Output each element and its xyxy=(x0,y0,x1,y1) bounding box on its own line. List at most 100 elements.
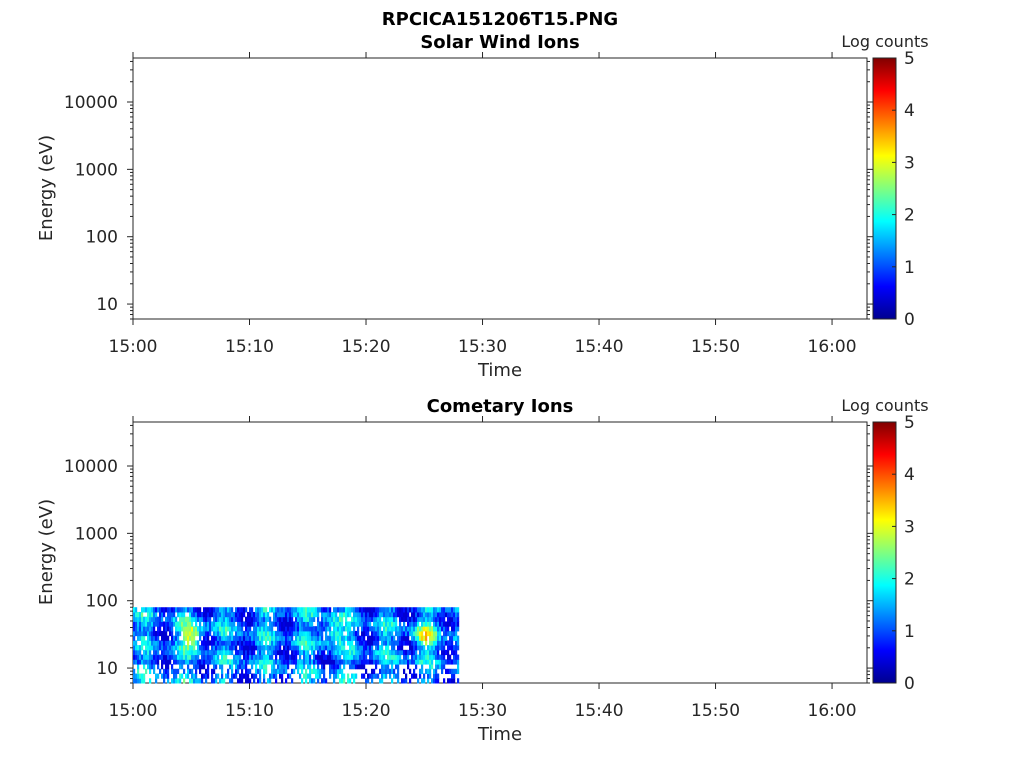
spectrogram-cell xyxy=(423,616,426,622)
spectrogram-cell xyxy=(453,678,456,684)
spectrogram-cell xyxy=(297,626,300,632)
spectrogram-cell xyxy=(229,616,232,622)
spectrogram-cell xyxy=(143,607,146,613)
spectrogram-cell xyxy=(367,640,370,646)
colorbar-tick-label: 0 xyxy=(904,674,915,694)
spectrogram-cell xyxy=(249,635,252,641)
spectrogram-cell xyxy=(331,649,334,656)
spectrogram-cell xyxy=(293,659,296,665)
spectrogram-cell xyxy=(237,654,240,660)
spectrogram-cell xyxy=(435,635,438,641)
spectrogram-cell xyxy=(145,607,148,613)
spectrogram-cell xyxy=(165,621,168,627)
spectrogram-cell xyxy=(425,621,428,627)
spectrogram-cell xyxy=(281,630,284,637)
spectrogram-cell xyxy=(449,668,452,675)
spectrogram-cell xyxy=(303,645,306,651)
spectrogram-cell xyxy=(405,659,408,665)
spectrogram-cell xyxy=(339,659,342,665)
y-tick-label: 10 xyxy=(96,659,118,679)
spectrogram-cell xyxy=(211,649,214,656)
spectrogram-cell xyxy=(293,611,296,618)
spectrogram-cell xyxy=(173,659,176,665)
spectrogram-cell xyxy=(293,654,296,660)
spectrogram-cell xyxy=(453,621,456,627)
colorbar-tick-label: 2 xyxy=(904,206,915,226)
spectrogram-cell xyxy=(429,626,432,632)
colorbar-label: Log counts xyxy=(841,32,928,51)
spectrogram-cell xyxy=(197,645,200,651)
spectrogram-cell xyxy=(333,668,336,675)
spectrogram-cell xyxy=(445,621,448,627)
spectrogram-cell xyxy=(261,649,264,656)
spectrogram-cell xyxy=(237,668,240,675)
spectrogram-cell xyxy=(177,678,180,684)
spectrogram-cell xyxy=(237,664,240,670)
spectrogram-cell xyxy=(327,611,330,618)
spectrogram-cell xyxy=(329,645,332,651)
spectrogram-cell xyxy=(157,673,160,679)
spectrogram-cell xyxy=(391,664,394,670)
spectrogram-cell xyxy=(381,654,384,660)
spectrogram-cell xyxy=(187,635,190,641)
spectrogram-cell xyxy=(339,649,342,656)
spectrogram-cell xyxy=(209,626,212,632)
spectrogram-cell xyxy=(253,654,256,660)
spectrogram-cell xyxy=(179,678,182,684)
spectrogram-cell xyxy=(251,611,254,618)
colorbar-tick-label: 0 xyxy=(904,310,915,330)
spectrogram-cell xyxy=(207,607,210,613)
spectrogram-cell xyxy=(403,654,406,660)
spectrogram-cell xyxy=(235,664,238,670)
spectrogram-cell xyxy=(301,659,304,665)
spectrogram-cell xyxy=(347,635,350,641)
spectrogram-cell xyxy=(357,645,360,651)
spectrogram-cell xyxy=(363,645,366,651)
spectrogram-cell xyxy=(175,673,178,679)
spectrogram-cell xyxy=(147,607,150,613)
spectrogram-cell xyxy=(135,607,138,613)
spectrogram-cell xyxy=(145,668,148,675)
spectrogram-cell xyxy=(339,668,342,675)
spectrogram-cell xyxy=(279,659,282,665)
spectrogram-cell xyxy=(449,645,452,651)
spectrogram-cell xyxy=(333,659,336,665)
spectrogram-cell xyxy=(359,659,362,665)
spectrogram-cell xyxy=(245,645,248,651)
spectrogram-cell xyxy=(211,626,214,632)
spectrogram-cell xyxy=(443,621,446,627)
spectrogram-cell xyxy=(375,664,378,670)
spectrogram-cell xyxy=(177,645,180,651)
spectrogram-cell xyxy=(367,645,370,651)
spectrogram-cell xyxy=(253,673,256,679)
spectrogram-cell xyxy=(231,673,234,679)
spectrogram-cell xyxy=(307,659,310,665)
spectrogram-cell xyxy=(285,607,288,613)
spectrogram-cell xyxy=(373,607,376,613)
spectrogram-cell xyxy=(149,621,152,627)
spectrogram-cell xyxy=(209,649,212,656)
spectrogram-cell xyxy=(241,668,244,675)
spectrogram-cell xyxy=(181,611,184,618)
spectrogram-cell xyxy=(215,611,218,618)
spectrogram-cell xyxy=(251,659,254,665)
spectrogram-cell xyxy=(139,659,142,665)
spectrogram-cell xyxy=(277,616,280,622)
spectrogram-cell xyxy=(141,659,144,665)
spectrogram-cell xyxy=(255,621,258,627)
spectrogram-cell xyxy=(217,626,220,632)
spectrogram-cell xyxy=(265,664,268,670)
spectrogram-cell xyxy=(343,626,346,632)
spectrogram-cell xyxy=(329,673,332,679)
spectrogram-cell xyxy=(215,607,218,613)
spectrogram-cell xyxy=(437,659,440,665)
spectrogram-cell xyxy=(303,611,306,618)
spectrogram-cell xyxy=(133,616,136,622)
spectrogram-cell xyxy=(383,616,386,622)
spectrogram-cell xyxy=(307,649,310,656)
spectrogram-cell xyxy=(169,621,172,627)
spectrogram-cell xyxy=(283,611,286,618)
spectrogram-cell xyxy=(453,659,456,665)
spectrogram-cell xyxy=(183,626,186,632)
